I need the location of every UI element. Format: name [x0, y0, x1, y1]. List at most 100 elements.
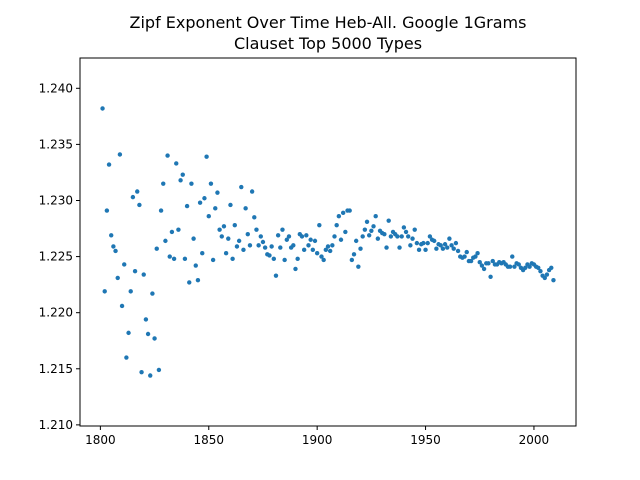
point — [104, 208, 110, 213]
point — [401, 225, 407, 230]
point — [193, 263, 198, 268]
point — [156, 367, 162, 373]
y-tick-label: 1.230 — [39, 193, 73, 207]
point — [195, 277, 201, 283]
y-tick-label: 1.210 — [39, 418, 73, 432]
point — [414, 240, 420, 246]
point — [145, 331, 151, 337]
point — [206, 213, 211, 219]
point — [356, 264, 361, 269]
point — [301, 247, 307, 253]
point — [338, 237, 344, 242]
point — [362, 227, 368, 232]
point — [158, 208, 164, 213]
point — [434, 246, 439, 251]
point — [197, 200, 203, 205]
point — [174, 161, 179, 166]
point — [349, 257, 355, 263]
point — [148, 373, 153, 378]
point — [523, 265, 528, 271]
y-tick-label: 1.240 — [39, 81, 73, 95]
point — [215, 190, 220, 195]
point — [154, 246, 159, 251]
point — [219, 234, 224, 239]
point — [243, 206, 248, 211]
point — [388, 234, 394, 239]
point — [423, 247, 428, 253]
point — [364, 219, 370, 225]
point — [366, 233, 372, 238]
point — [397, 245, 402, 250]
chart-subtitle: Clauset Top 5000 Types — [234, 34, 422, 53]
point — [204, 154, 209, 159]
plot-frame — [79, 57, 577, 427]
point — [542, 275, 547, 281]
point — [527, 264, 532, 269]
point — [321, 257, 326, 263]
point — [163, 238, 168, 244]
point — [176, 227, 181, 232]
point — [258, 234, 263, 239]
point — [453, 240, 459, 246]
point — [271, 256, 277, 262]
point — [213, 206, 218, 211]
point — [122, 262, 127, 267]
point — [161, 181, 166, 186]
point — [310, 247, 316, 253]
point — [189, 181, 194, 186]
point — [382, 231, 387, 237]
point — [395, 234, 400, 239]
point — [406, 234, 411, 239]
point — [512, 264, 517, 269]
point — [113, 248, 118, 254]
point — [317, 222, 322, 228]
point — [245, 231, 250, 237]
point — [462, 254, 467, 259]
point — [252, 215, 257, 220]
point — [473, 254, 478, 259]
point — [486, 261, 491, 266]
point — [438, 243, 443, 248]
point — [551, 277, 556, 283]
chart-title: Zipf Exponent Over Time Heb-All. Google … — [130, 13, 527, 32]
point — [106, 162, 112, 167]
point — [312, 238, 318, 244]
point — [449, 243, 454, 248]
point — [150, 291, 155, 296]
point — [208, 181, 214, 186]
point — [152, 336, 157, 341]
point — [319, 254, 324, 259]
point — [180, 172, 185, 177]
point — [241, 247, 246, 253]
point — [143, 317, 149, 322]
point — [228, 202, 233, 208]
point — [119, 303, 125, 309]
point — [217, 227, 222, 232]
point — [284, 237, 290, 242]
point — [314, 251, 320, 256]
point — [124, 355, 129, 360]
point — [442, 242, 448, 247]
point — [343, 229, 348, 235]
point — [325, 244, 331, 249]
point — [468, 258, 474, 264]
point — [490, 258, 495, 264]
point — [425, 240, 430, 246]
point — [340, 210, 346, 216]
y-tick-label: 1.220 — [39, 306, 73, 320]
point — [100, 106, 105, 111]
point — [165, 153, 170, 158]
point — [427, 234, 433, 239]
point — [455, 248, 461, 254]
point — [295, 256, 300, 262]
point — [479, 263, 485, 268]
point — [184, 203, 190, 209]
point — [239, 184, 244, 190]
point — [282, 257, 287, 263]
point — [421, 240, 426, 246]
point — [286, 234, 292, 239]
point — [221, 224, 227, 229]
point — [351, 252, 357, 257]
point — [232, 222, 237, 228]
